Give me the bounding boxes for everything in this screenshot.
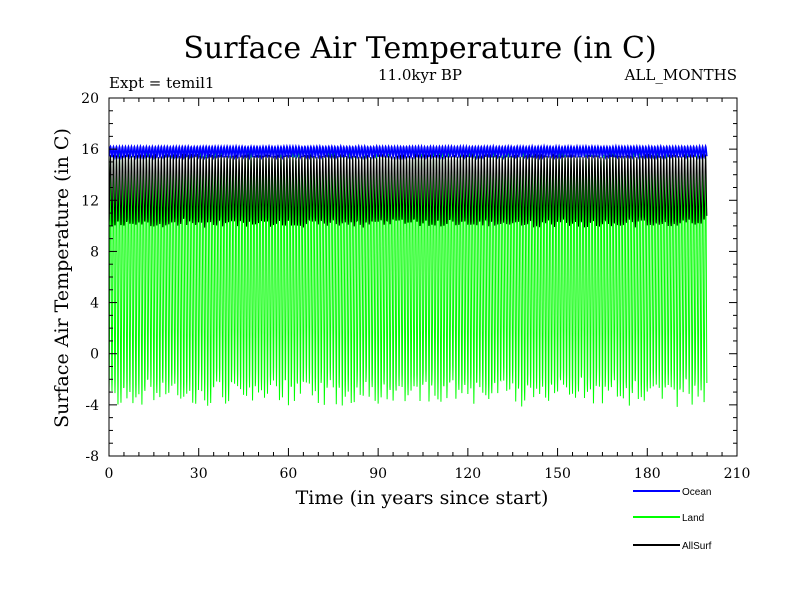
chart-title: Surface Air Temperature (in C) — [183, 31, 656, 66]
x-tick-label: 90 — [369, 466, 387, 482]
x-tick-label: 180 — [634, 466, 661, 482]
y-tick-label: -4 — [85, 398, 99, 414]
y-tick-label: 8 — [90, 244, 99, 260]
x-tick-label: 120 — [454, 466, 481, 482]
chart-subtitle: 11.0kyr BP — [378, 66, 462, 84]
x-tick-label: 60 — [280, 466, 298, 482]
legend-label-allsurf: AllSurf — [682, 541, 712, 552]
months-label: ALL_MONTHS — [624, 66, 737, 84]
y-tick-label: 16 — [81, 142, 99, 158]
x-tick-label: 30 — [190, 466, 208, 482]
legend-label-land: Land — [682, 513, 704, 524]
y-tick-label: -8 — [85, 449, 99, 465]
legend: Ocean Land AllSurf — [633, 487, 712, 552]
y-tick-label: 4 — [90, 296, 99, 312]
series-line-ocean — [109, 143, 708, 161]
y-tick-label: 20 — [81, 91, 99, 107]
plot-area: 0 30 60 90 120 150 180 210 -8 -4 0 4 8 12 16 20 — [81, 91, 750, 482]
x-axis-label: Time (in years since start) — [296, 487, 549, 509]
y-tick-label: 0 — [90, 347, 99, 363]
x-tick-label: 210 — [724, 466, 751, 482]
x-tick-label: 0 — [105, 466, 114, 482]
y-axis-label: Surface Air Temperature (in C) — [51, 128, 73, 428]
series-line-land — [109, 150, 708, 407]
series-line-allsurf — [109, 153, 708, 228]
legend-label-ocean: Ocean — [682, 487, 711, 498]
y-tick-label: 12 — [81, 193, 99, 209]
experiment-label: Expt = temil1 — [109, 74, 214, 92]
x-tick-label: 150 — [544, 466, 571, 482]
